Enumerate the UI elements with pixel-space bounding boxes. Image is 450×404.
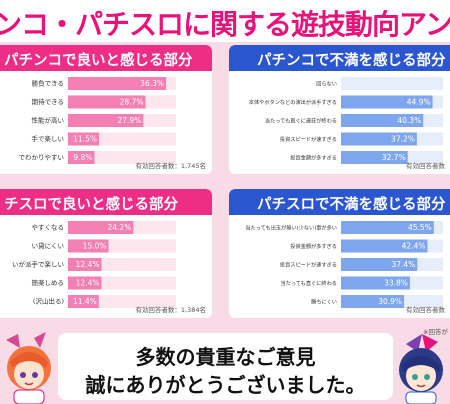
panel-header — [229, 45, 450, 71]
chart-title: パチンコで良いと感じる部分 — [4, 53, 193, 69]
category-label: 当たっても直ぐに連荘が終わる — [265, 117, 337, 125]
bar — [68, 132, 100, 146]
bar-chart: 回らない 44.9% 本体やボタンなどの演出が派手すぎる 40.3% 当たっても直ぐに連… — [249, 77, 443, 164]
thanks-line-2: 誠にありがとうございました。 — [85, 373, 366, 397]
bar — [68, 95, 146, 109]
category-label: 本体やボタンなどの演出が派手すぎる — [249, 98, 337, 106]
chart-title: パチンコで不満を感じる部分 — [257, 53, 446, 69]
data-label: 12.4% — [76, 279, 100, 288]
chart-panel-pachinko-bad: パチンコで不満を感じる部分 回らない 44.9% 本体やボタンなどの演出が派手すぎる… — [229, 45, 450, 174]
data-label: 36.3% — [140, 79, 164, 88]
respondents-count: 有効回答者数：1,745名 — [135, 162, 206, 170]
category-label: やすくなる — [32, 224, 65, 232]
chart-panel-pachislot-bad: パチスロで不満を感じる部分 45.5% 当たっても出玉が無い(少ない)事が多い 42… — [229, 189, 450, 318]
bar — [68, 221, 134, 234]
bar — [341, 132, 417, 146]
data-label: 15.0% — [83, 242, 107, 251]
chart-title: チスロで良いと感じる部分 — [4, 197, 178, 213]
category-label: 当たっても直ぐに終わる — [280, 279, 337, 287]
panel-header — [0, 45, 212, 71]
bar — [68, 276, 102, 290]
data-label: 33.8% — [384, 279, 408, 288]
category-label: 投資金額が多すぎる — [290, 154, 337, 162]
data-label: 44.9% — [407, 98, 431, 107]
respondents-count: 有効回答者数：1,384名 — [135, 306, 206, 314]
bar — [341, 95, 433, 109]
data-label: 37.2% — [391, 135, 415, 144]
bar — [341, 276, 410, 290]
category-label: 投資スピードが速すぎる — [280, 261, 337, 269]
chart-panel-pachislot-good: チスロで良いと感じる部分 24.2% やすくなる 15.0% い貸にくい 12.4% いが… — [0, 189, 212, 318]
bar — [341, 258, 418, 271]
panel-header — [0, 189, 212, 215]
title-bar: ンコ・パチスロに関する遊技動向アンケート結 — [0, 0, 450, 42]
category-label: 手で楽しい — [32, 134, 65, 143]
data-label: 37.4% — [391, 260, 415, 269]
thanks-line-1: 多数の貴重なご意見 — [135, 345, 316, 369]
bar-chart: 24.2% やすくなる 15.0% い貸にくい 12.4% いが派手で楽しい 12.4% 簡楽… — [12, 221, 176, 308]
category-label: いが派手で楽しい — [12, 260, 64, 269]
mascot-left-icon — [6, 332, 51, 404]
bar — [68, 77, 167, 90]
bar — [341, 151, 408, 164]
data-label: 28.7% — [120, 98, 144, 107]
bar — [68, 258, 102, 271]
respondents-count: 有効回答者数 — [406, 306, 445, 314]
category-label: 簡楽しめる — [32, 278, 65, 287]
data-label: 12.4% — [76, 260, 100, 269]
bar-track — [341, 77, 443, 90]
page-title: ンコ・パチスロに関する遊技動向アンケート結 — [0, 8, 450, 41]
category-label: 投資金額が多すぎる — [290, 242, 337, 250]
respondents-count: 有効回答者数 — [406, 162, 445, 170]
data-label: 11.4% — [73, 297, 97, 306]
bar-chart: 45.5% 当たっても出玉が無い(少ない)事が多い 42.4% 投資金額が多すぎる 37… — [245, 221, 443, 308]
category-label: でわかりやすい — [19, 154, 65, 162]
footnote: ※回答が — [423, 328, 448, 336]
chart-panel-pachinko-good: パチンコで良いと感じる部分 36.3% 勝負できる 28.7% 期待できる 27.9% 性… — [0, 45, 212, 174]
chart-title: パチスロで不満を感じる部分 — [257, 197, 446, 213]
data-label: 9.8% — [73, 153, 92, 162]
bar — [68, 295, 99, 308]
category-label: 期待できる — [32, 97, 64, 106]
bar — [341, 114, 424, 127]
category-label: 勝ちにくい — [311, 298, 337, 306]
category-label: い貸にくい — [32, 241, 64, 250]
mascot-right-icon — [399, 334, 443, 404]
data-label: 27.9% — [118, 116, 142, 125]
bar — [341, 239, 428, 253]
bar-track — [68, 151, 176, 164]
data-label: 42.4% — [402, 242, 426, 251]
category-label: 勝負できる — [32, 79, 64, 88]
bar — [341, 295, 405, 308]
data-label: 11.5% — [73, 135, 97, 144]
bar — [68, 151, 95, 164]
category-label: 当たっても出玉が無い(少ない)事が多い — [245, 224, 337, 232]
bar — [341, 221, 434, 234]
bar — [68, 239, 109, 253]
category-label: 回らない — [316, 81, 337, 88]
bar — [68, 114, 144, 127]
bar-chart: 36.3% 勝負できる 28.7% 期待できる 27.9% 性能が高い 11.5% 手で楽しい… — [19, 77, 176, 164]
category-label: 性能が高い — [32, 116, 65, 125]
category-label: 投資スピードが速すぎる — [280, 135, 337, 143]
thanks-card: 多数の貴重なご意見 誠にありがとうございました。 — [58, 333, 393, 400]
data-label: 45.5% — [408, 223, 432, 232]
data-label: 30.9% — [378, 297, 402, 306]
data-label: 40.3% — [397, 116, 421, 125]
data-label: 24.2% — [108, 223, 132, 232]
panel-header — [229, 189, 450, 215]
data-label: 32.7% — [382, 153, 406, 162]
category-label: (沢山出る) — [33, 297, 64, 306]
